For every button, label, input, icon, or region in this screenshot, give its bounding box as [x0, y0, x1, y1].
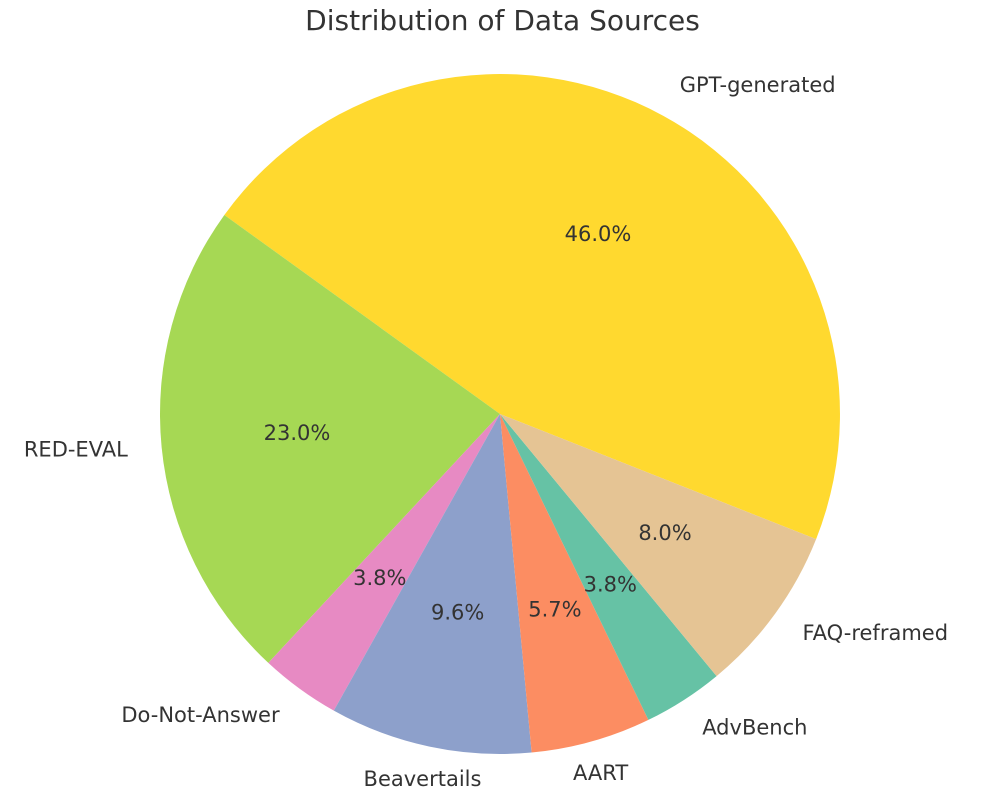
chart-title: Distribution of Data Sources [305, 4, 700, 37]
pie-slice-aart [500, 414, 649, 753]
pie-slice-faq-reframed [500, 414, 817, 677]
slice-category-label: RED-EVAL [24, 438, 128, 462]
slice-percent-label: 3.8% [353, 566, 406, 590]
slice-category-label: AART [573, 761, 628, 785]
pie-slice-gpt-generated [224, 74, 840, 540]
pie-slice-advbench [500, 414, 717, 720]
slice-percent-label: 3.8% [584, 573, 637, 597]
slice-category-label: Beavertails [364, 767, 482, 791]
slice-category-label: GPT-generated [680, 73, 836, 97]
slice-percent-label: 8.0% [638, 521, 691, 545]
slice-category-label: AdvBench [702, 716, 807, 740]
slice-category-label: Do-Not-Answer [121, 703, 280, 727]
slice-percent-label: 23.0% [264, 421, 331, 445]
slice-percent-label: 5.7% [528, 598, 581, 622]
pie-slice-red-eval [159, 214, 500, 663]
slice-percent-label: 46.0% [565, 222, 632, 246]
slice-category-label: FAQ-reframed [803, 621, 949, 645]
pie-slice-do-not-answer [268, 414, 500, 711]
slice-percent-label: 9.6% [431, 601, 484, 625]
pie-slice-beavertails [333, 414, 532, 755]
